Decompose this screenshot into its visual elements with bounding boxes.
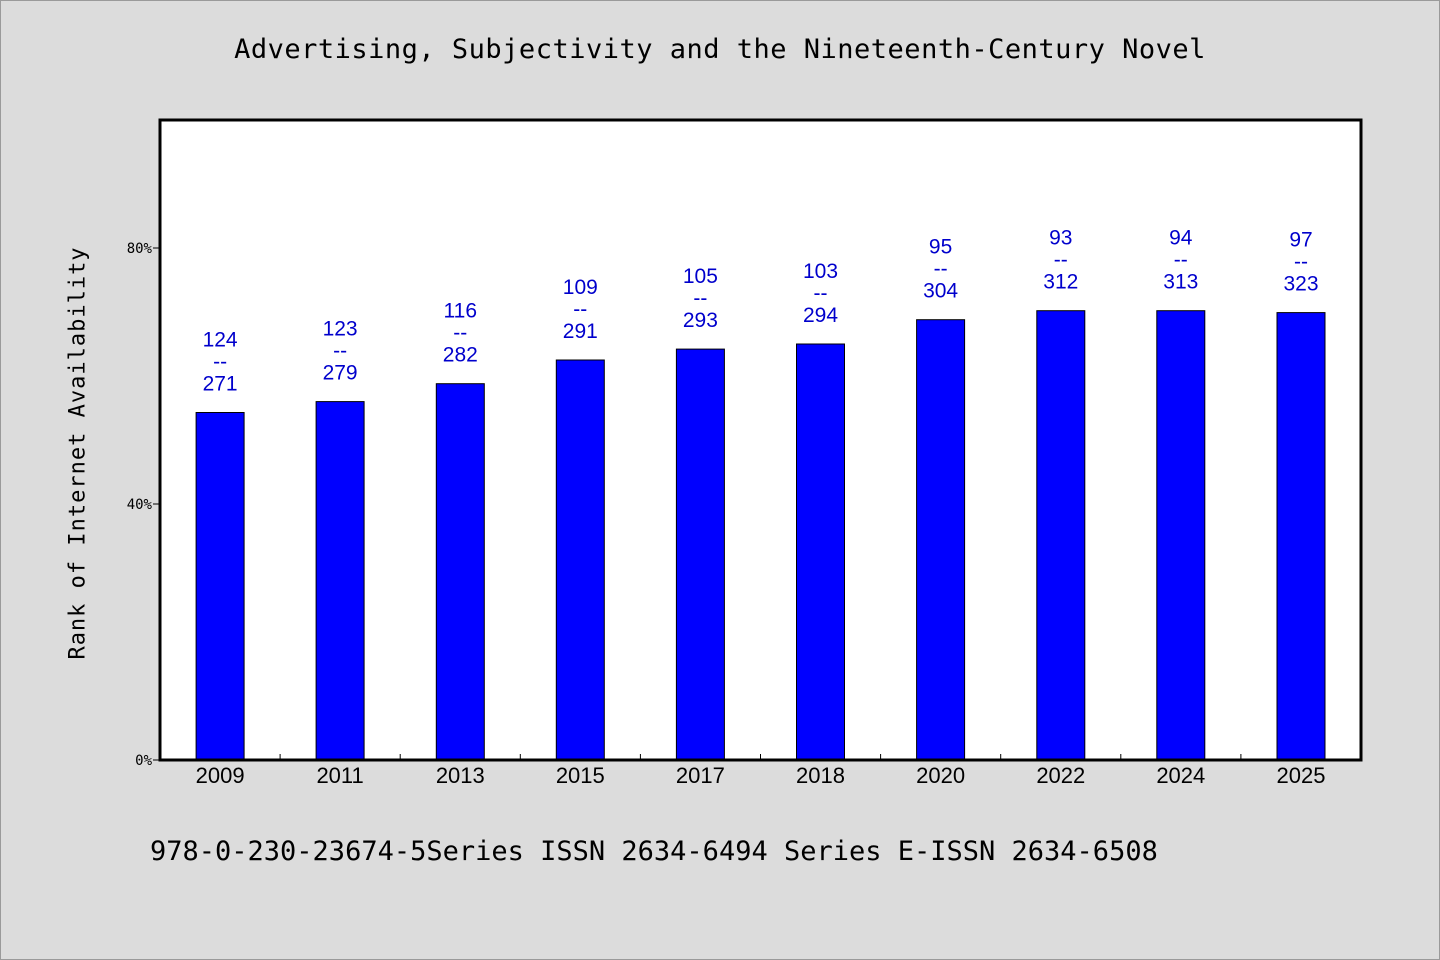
data-label-2018-2: 294: [803, 304, 838, 327]
x-tick-label-2017: 2017: [676, 763, 725, 788]
x-tick-label-2020: 2020: [916, 763, 965, 788]
data-label-2013-1: --: [453, 322, 467, 345]
data-label-2015-0: 109: [563, 276, 598, 299]
footer-isbn-text: 978-0-230-23674-5Series ISSN 2634-6494 S…: [150, 836, 1158, 867]
x-tick-label-2022: 2022: [1036, 763, 1085, 788]
x-tick-label-2025: 2025: [1277, 763, 1326, 788]
data-label-2013-2: 282: [443, 344, 478, 367]
data-label-2025-1: --: [1294, 251, 1308, 274]
data-label-2022-0: 93: [1049, 227, 1072, 250]
y-tick-label-0%: 0%: [135, 753, 152, 769]
bar-2013: [435, 383, 485, 761]
data-label-2025-0: 97: [1289, 229, 1312, 252]
x-tick-label-2018: 2018: [796, 763, 845, 788]
bar-2015: [555, 359, 605, 761]
bar-2025: [1276, 312, 1326, 761]
data-label-2011-2: 279: [323, 362, 358, 385]
x-tick-label-2024: 2024: [1156, 763, 1205, 788]
data-label-2011-0: 123: [323, 318, 358, 341]
data-label-2022-1: --: [1054, 249, 1068, 272]
data-label-2009-1: --: [213, 351, 227, 374]
bar-2020: [916, 319, 966, 761]
y-tick-label-80%: 80%: [127, 241, 153, 257]
data-label-2009-0: 124: [203, 329, 238, 352]
data-label-2024-2: 313: [1163, 271, 1198, 294]
data-label-2013-0: 116: [444, 300, 477, 323]
bar-2022: [1036, 310, 1086, 761]
data-label-2025-2: 323: [1283, 273, 1318, 296]
bar-2017: [675, 348, 725, 761]
data-label-2018-1: --: [814, 282, 828, 305]
x-tick-label-2009: 2009: [196, 763, 245, 788]
data-label-2020-1: --: [934, 258, 948, 281]
data-label-2024-1: --: [1174, 249, 1188, 272]
data-label-2017-1: --: [693, 287, 707, 310]
data-label-2015-1: --: [573, 298, 587, 321]
data-label-2017-2: 293: [683, 309, 718, 332]
bar-2011: [315, 401, 365, 761]
bar-2018: [796, 343, 845, 761]
x-tick-label-2013: 2013: [436, 763, 485, 788]
bar-2009: [195, 412, 245, 761]
data-label-2024-0: 94: [1169, 227, 1193, 250]
data-label-2009-2: 271: [203, 373, 238, 396]
data-label-2015-2: 291: [563, 320, 598, 343]
data-label-2011-1: --: [333, 340, 347, 363]
x-tick-label-2011: 2011: [316, 763, 363, 788]
y-tick-label-40%: 40%: [127, 497, 153, 513]
data-label-2022-2: 312: [1043, 271, 1078, 294]
bar-2024: [1156, 310, 1206, 761]
data-label-2020-0: 95: [929, 236, 952, 259]
chart-title: Advertising, Subjectivity and the Ninete…: [234, 34, 1206, 65]
data-label-2017-0: 105: [683, 265, 718, 288]
data-label-2018-0: 103: [803, 260, 838, 283]
data-label-2020-2: 304: [923, 280, 958, 303]
x-tick-label-2015: 2015: [556, 763, 605, 788]
